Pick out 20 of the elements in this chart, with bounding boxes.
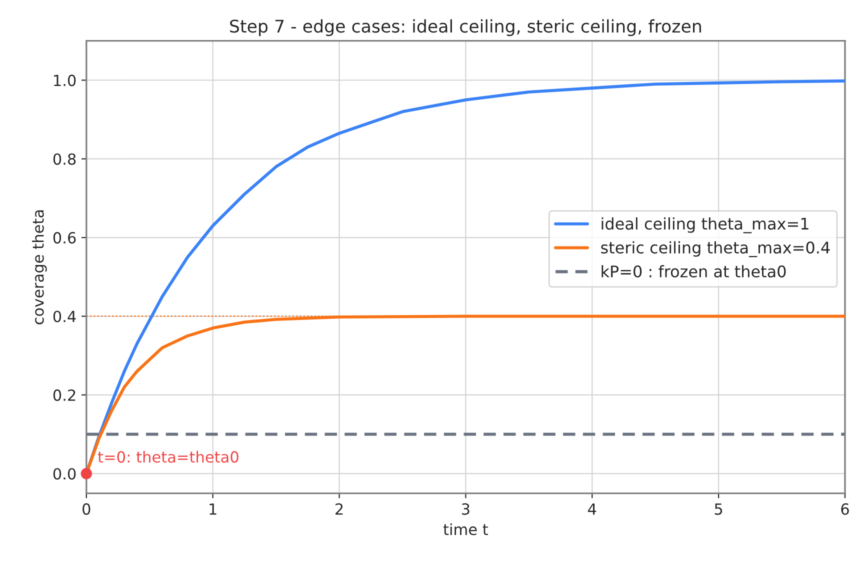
legend-label: ideal ceiling theta_max=1 <box>602 217 808 234</box>
x-tick-label: 2 <box>336 503 343 515</box>
y-axis-title: coverage theta <box>32 210 47 324</box>
legend-label: kP=0 : frozen at theta0 <box>602 265 786 278</box>
chart-title: Step 7 - edge cases: ideal ceiling, steric ceiling, frozen <box>230 19 701 36</box>
y-tick-label: 0.6 <box>53 232 76 244</box>
y-tick-label: 0.0 <box>53 468 76 480</box>
x-tick-label: 5 <box>714 503 722 515</box>
y-tick-label: 0.2 <box>53 389 76 401</box>
legend-label: steric ceiling theta_max=0.4 <box>601 241 830 258</box>
x-tick-label: 1 <box>210 503 216 515</box>
x-tick-label: 3 <box>462 503 470 515</box>
y-tick-label: 0.8 <box>53 153 76 165</box>
x-axis-title: time t <box>443 523 488 536</box>
x-tick-label: 6 <box>841 503 849 515</box>
x-tick-label: 0 <box>82 503 90 515</box>
x-tick-label: 4 <box>588 503 596 515</box>
y-tick-label: 0.4 <box>53 310 76 322</box>
y-tick-label: 1.0 <box>54 74 76 86</box>
annotation: t=0: theta=theta0 <box>98 450 238 463</box>
